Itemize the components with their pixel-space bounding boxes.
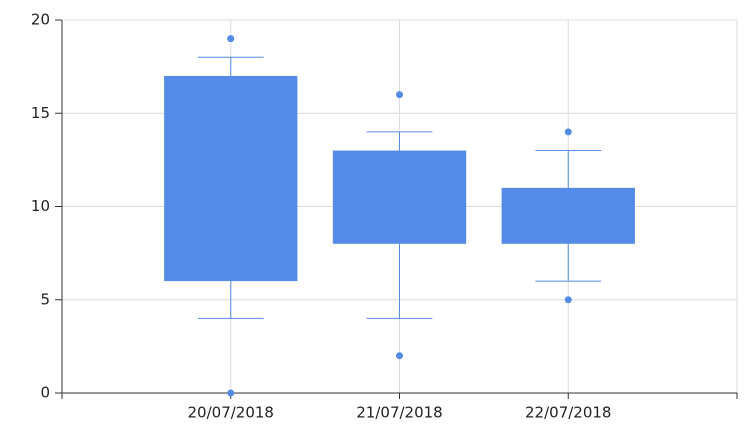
outlier xyxy=(396,352,403,360)
outlier xyxy=(227,35,235,43)
y-tick-label: 0 xyxy=(40,384,50,402)
y-tick-label: 20 xyxy=(31,11,50,29)
x-tick-label: 21/07/2018 xyxy=(356,404,442,422)
box xyxy=(501,187,635,244)
outlier xyxy=(564,128,572,136)
outlier xyxy=(564,296,572,304)
y-tick-label: 5 xyxy=(40,290,50,308)
box xyxy=(164,75,298,282)
box xyxy=(332,150,467,244)
outlier xyxy=(227,389,235,397)
y-tick-label: 15 xyxy=(31,104,50,122)
outlier xyxy=(396,91,403,99)
x-tick-label: 22/07/2018 xyxy=(525,404,611,422)
x-tick-label: 20/07/2018 xyxy=(188,404,274,422)
y-tick-label: 10 xyxy=(31,197,50,215)
